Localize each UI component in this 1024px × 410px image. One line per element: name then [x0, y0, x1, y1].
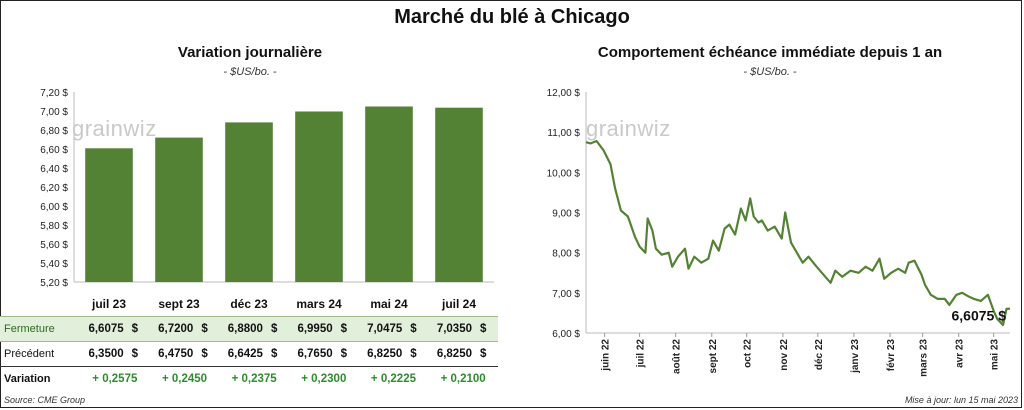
previous-value: 6,8250 [436, 348, 472, 360]
y-tick-label: 6,20 $ [40, 183, 68, 194]
y-tick-label: 12,00 $ [547, 88, 581, 99]
y-tick-label: 6,40 $ [40, 164, 68, 175]
y-tick-label: 5,60 $ [40, 240, 68, 251]
variation-value: + 0,2375 [219, 366, 289, 391]
variation-value: + 0,2225 [358, 366, 429, 391]
left-chart-unit: - $US/bo. - [223, 66, 277, 78]
y-tick-label: 7,00 $ [40, 107, 68, 118]
x-tick-label: janv 23 [850, 339, 861, 374]
last-price-label: 6,6075 $ [952, 308, 1007, 324]
x-tick-label: juil 24 [441, 297, 476, 311]
variation-row: Variation + 0,2575 + 0,2450 + 0,2375 + 0… [0, 366, 498, 391]
currency-symbol: $ [410, 348, 417, 360]
close-value: 6,7200 [158, 323, 194, 335]
x-tick-label: juil 23 [91, 297, 126, 311]
bar [155, 137, 203, 282]
right-chart-title: Comportement échéance immédiate depuis 1… [597, 44, 943, 61]
x-tick-label: févr 23 [886, 339, 897, 372]
x-tick-label: août 22 [672, 339, 683, 374]
x-tick-label: mars 23 [919, 339, 930, 377]
x-tick-label: avr 23 [955, 339, 966, 368]
y-tick-label: 8,00 $ [552, 249, 580, 260]
variation-value: + 0,2450 [149, 366, 220, 391]
right-watermark-logo: grainwiz [586, 116, 671, 141]
variation-value: + 0,2575 [80, 366, 150, 391]
close-row-label: Fermeture [4, 323, 55, 335]
currency-symbol: $ [131, 348, 139, 360]
x-tick-label: sept 23 [158, 297, 200, 311]
y-tick-label: 7,00 $ [552, 289, 580, 300]
currency-symbol: $ [340, 323, 348, 335]
bar [435, 107, 483, 282]
y-tick-label: 11,00 $ [547, 128, 580, 139]
x-tick-label: sept 22 [708, 339, 719, 374]
y-tick-label: 10,00 $ [547, 168, 581, 179]
currency-symbol: $ [340, 348, 348, 360]
x-tick-label: nov 22 [779, 339, 790, 371]
previous-value: 6,4750 [158, 348, 194, 360]
update-note: Mise à jour: lun 15 mai 2023 [904, 395, 1018, 405]
y-tick-label: 6,60 $ [40, 145, 68, 156]
currency-symbol: $ [480, 348, 487, 360]
x-tick-label: oct 22 [743, 339, 754, 368]
bar [295, 111, 343, 282]
variation-value: + 0,2100 [428, 366, 498, 391]
x-tick-label: mai 24 [370, 297, 408, 311]
right-chart-unit: - $US/bo. - [743, 66, 797, 78]
close-value: 6,6075 [88, 323, 124, 335]
y-tick-label: 9,00 $ [552, 209, 580, 220]
previous-value: 6,6425 [227, 348, 263, 360]
y-tick-label: 6,00 $ [552, 329, 580, 340]
left-chart-title: Variation journalière [177, 44, 323, 61]
y-tick-label: 5,20 $ [40, 278, 68, 289]
y-tick-label: 6,80 $ [40, 126, 68, 137]
previous-row: Précédent 6,3500 $ 6,4750 $ 6,6425 $ 6,7650… [0, 342, 498, 367]
x-tick-label: déc 23 [230, 297, 268, 311]
y-tick-label: 5,80 $ [40, 221, 68, 232]
bar [225, 122, 273, 283]
previous-value: 6,8250 [367, 348, 403, 360]
line-chart: 6,00 $ 7,00 $ 8,00 $ 9,00 $ 10,00 $ 11,00 $ 12… [547, 88, 1011, 377]
currency-symbol: $ [410, 323, 417, 335]
previous-row-label: Précédent [4, 348, 55, 360]
x-tick-label: juil 22 [636, 339, 647, 369]
currency-symbol: $ [270, 348, 278, 360]
left-watermark-logo: grainwiz [72, 116, 157, 141]
x-tick-label: juin 22 [601, 339, 612, 372]
bar [365, 106, 413, 282]
currency-symbol: $ [131, 323, 139, 335]
page-title: Marché du blé à Chicago [394, 6, 630, 28]
x-tick-label: déc 22 [814, 339, 825, 371]
futures-table: Fermeture 6,6075 $ 6,7200 $ 6,8800 $ 6,9950… [0, 316, 498, 391]
price-line [585, 139, 1011, 327]
y-tick-label: 6,00 $ [40, 202, 68, 213]
currency-symbol: $ [201, 348, 208, 360]
y-tick-label: 7,20 $ [40, 88, 68, 99]
bar [85, 148, 133, 282]
previous-value: 6,3500 [88, 348, 124, 360]
variation-value: + 0,2300 [288, 366, 359, 391]
currency-symbol: $ [201, 323, 208, 335]
currency-symbol: $ [270, 323, 278, 335]
close-value: 7,0350 [436, 323, 472, 335]
previous-value: 6,7650 [297, 348, 333, 360]
y-tick-label: 5,40 $ [40, 259, 68, 270]
variation-row-label: Variation [0, 366, 80, 391]
close-value: 6,8800 [227, 323, 263, 335]
bar-chart: 5,20 $ 5,40 $ 5,60 $ 5,80 $ 6,00 $ 6,20 $ 6,40… [40, 88, 494, 311]
close-value: 6,9950 [297, 323, 333, 335]
x-tick-label: mai 23 [990, 339, 1001, 371]
close-row: Fermeture 6,6075 $ 6,7200 $ 6,8800 $ 6,9950… [0, 316, 498, 342]
source-note: Source: CME Group [4, 395, 86, 405]
currency-symbol: $ [480, 323, 487, 335]
x-tick-label: mars 24 [296, 297, 342, 311]
close-value: 7,0475 [367, 323, 403, 335]
